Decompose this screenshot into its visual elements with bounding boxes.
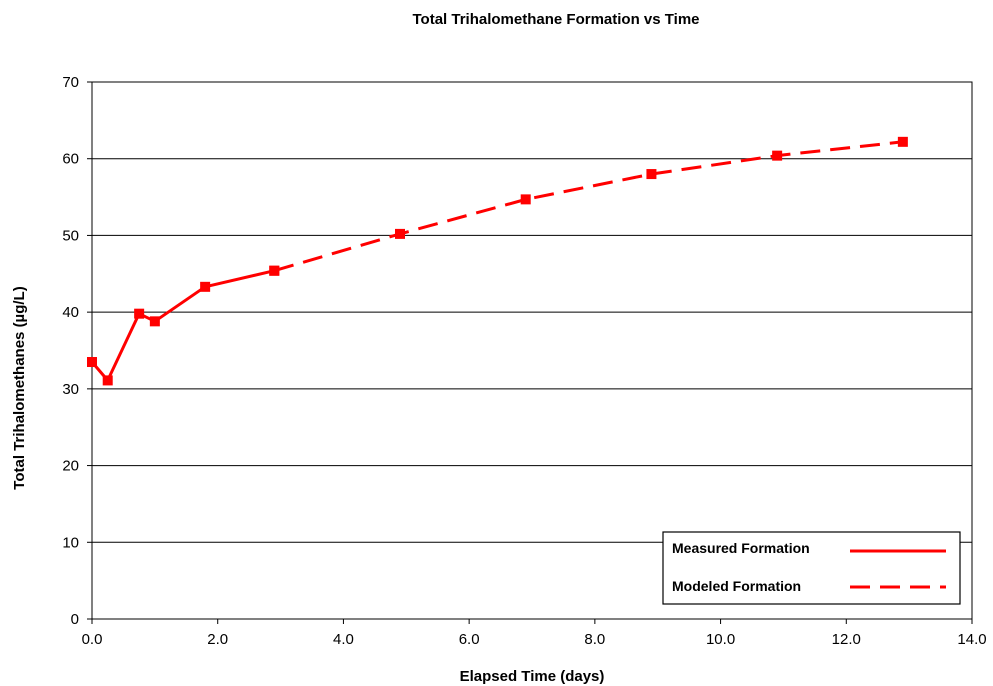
data-point-measured-formation: [134, 308, 145, 319]
legend-box: [662, 531, 961, 605]
data-point-measured-formation: [149, 316, 160, 327]
data-point-modeled-formation: [395, 228, 405, 239]
x-tick-label: 12.0: [832, 631, 861, 648]
x-tick-label: 0.0: [82, 631, 103, 648]
data-point-modeled-formation: [269, 265, 280, 276]
y-tick-label: 40: [62, 304, 79, 321]
y-tick-label: 20: [62, 458, 79, 475]
data-point-modeled-formation: [772, 150, 783, 161]
data-point-measured-formation: [87, 357, 97, 368]
x-tick-label: 14.0: [957, 631, 986, 648]
x-tick-label: 10.0: [706, 631, 735, 648]
x-tick-label: 8.0: [584, 631, 605, 648]
x-axis-ticks: 0.0 2.0 4.0 6.0 8.0 10.0 12.0 14.0: [82, 619, 987, 648]
data-point-measured-formation: [102, 375, 113, 386]
legend-label-modeled: Modeled Formation: [672, 578, 801, 594]
legend-label-measured: Measured Formation: [672, 540, 810, 556]
data-point-modeled-formation: [520, 194, 531, 205]
y-axis-title: Total Trihalomethanes (µg/L): [11, 286, 28, 489]
y-tick-label: 60: [62, 151, 79, 168]
chart-title: Total Trihalomethane Formation vs Time: [413, 11, 700, 28]
data-point-modeled-formation: [646, 169, 657, 180]
plot-area: [91, 81, 973, 620]
y-tick-label: 70: [62, 74, 79, 91]
series-layer: [87, 136, 908, 386]
x-tick-label: 2.0: [207, 631, 228, 648]
data-point-measured-formation: [200, 281, 211, 292]
y-axis-ticks: 0 10 20 30 40 50 60 70: [62, 74, 92, 628]
x-tick-label: 6.0: [459, 631, 480, 648]
series-line-modeled-formation: [273, 140, 904, 273]
y-tick-label: 0: [71, 611, 79, 628]
y-tick-label: 50: [62, 227, 79, 244]
legend: Measured Formation Modeled Formation: [662, 531, 961, 605]
y-tick-label: 30: [62, 381, 79, 398]
x-axis-title: Elapsed Time (days): [460, 668, 605, 685]
x-tick-label: 4.0: [333, 631, 354, 648]
y-tick-label: 10: [62, 534, 79, 551]
data-point-modeled-formation: [897, 136, 908, 147]
